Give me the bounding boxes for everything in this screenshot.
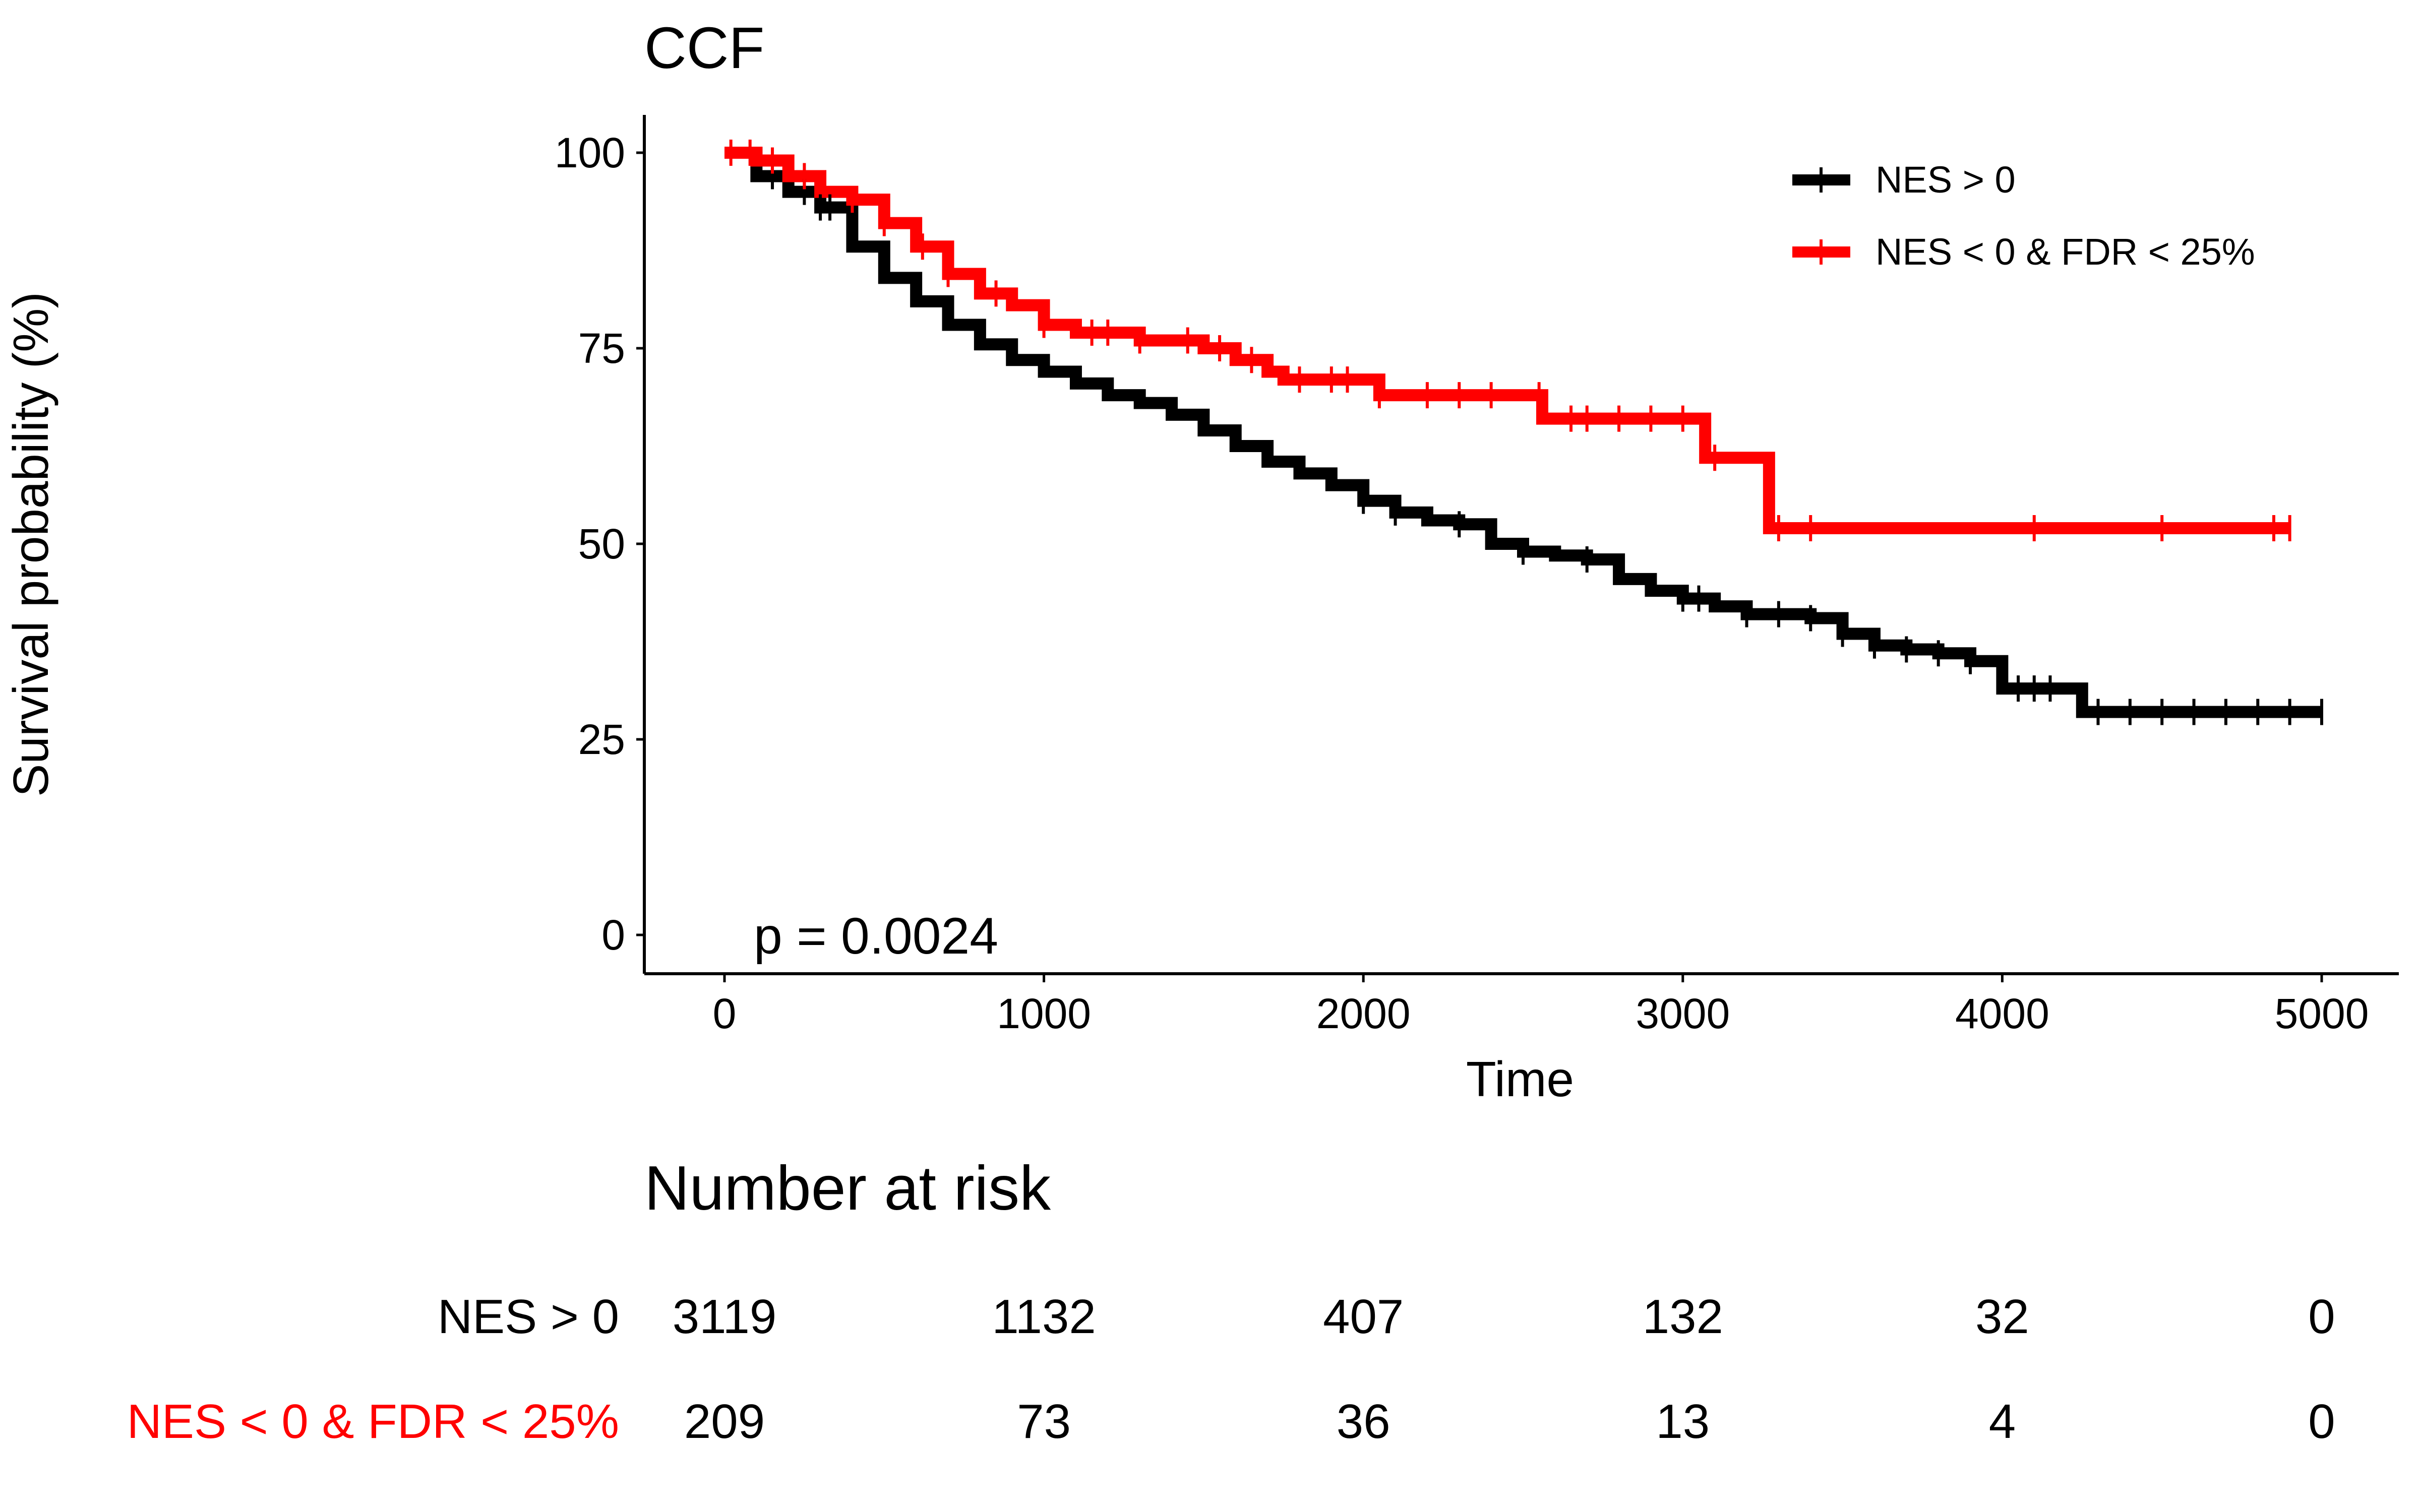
x-ticks: 0 1000 2000 3000 4000 5000	[713, 974, 2369, 1037]
legend-label-1: NES < 0 & FDR < 25%	[1876, 231, 2255, 273]
risk-table-title: Number at risk	[644, 1154, 1051, 1223]
risk-table: NES > 0 3119 1132 407 132 32 0 NES < 0 & FDR < …	[127, 1290, 2335, 1448]
chart-title: CCF	[644, 15, 764, 81]
y-tick-label: 0	[601, 911, 625, 959]
p-value: p = 0.0024	[754, 907, 998, 965]
risk-cell: 13	[1656, 1395, 1710, 1448]
censor-marks	[729, 140, 2323, 725]
x-tick-label: 0	[713, 990, 737, 1037]
y-tick-label: 100	[555, 129, 625, 176]
legend-label-0: NES > 0	[1876, 159, 2016, 201]
risk-cell: 4	[1989, 1395, 2016, 1448]
risk-cell: 0	[2308, 1290, 2335, 1344]
risk-cell: 407	[1323, 1290, 1404, 1344]
y-tick-label: 50	[578, 520, 625, 568]
legend: NES > 0 NES < 0 & FDR < 25%	[1792, 159, 2255, 273]
km-curve-1	[724, 147, 2290, 534]
risk-cell: 73	[1017, 1395, 1071, 1448]
risk-row-label: NES > 0	[438, 1290, 619, 1344]
x-tick-label: 3000	[1636, 990, 1730, 1037]
risk-cell: 209	[684, 1395, 765, 1448]
x-tick-label: 1000	[997, 990, 1091, 1037]
x-axis-title: Time	[1466, 1051, 1574, 1107]
risk-cell: 36	[1337, 1395, 1390, 1448]
y-axis-title: Survival probability (%)	[3, 292, 58, 797]
x-tick-label: 2000	[1316, 990, 1411, 1037]
risk-cell: 32	[1975, 1290, 2029, 1344]
risk-cell: 3119	[673, 1290, 776, 1344]
x-tick-label: 5000	[2275, 990, 2369, 1037]
risk-cell: 1132	[992, 1290, 1096, 1344]
x-tick-label: 4000	[1955, 990, 2049, 1037]
plot-area: 0 25 50 75 100 0 1000 2000 3000 4000 5000 p = 0.0…	[555, 115, 2399, 1037]
y-ticks: 0 25 50 75 100	[555, 129, 644, 959]
risk-row-label: NES < 0 & FDR < 25%	[127, 1395, 619, 1448]
risk-cell: 132	[1643, 1290, 1723, 1344]
y-tick-label: 25	[578, 716, 625, 763]
risk-cell: 0	[2308, 1395, 2335, 1448]
y-tick-label: 75	[578, 325, 625, 372]
